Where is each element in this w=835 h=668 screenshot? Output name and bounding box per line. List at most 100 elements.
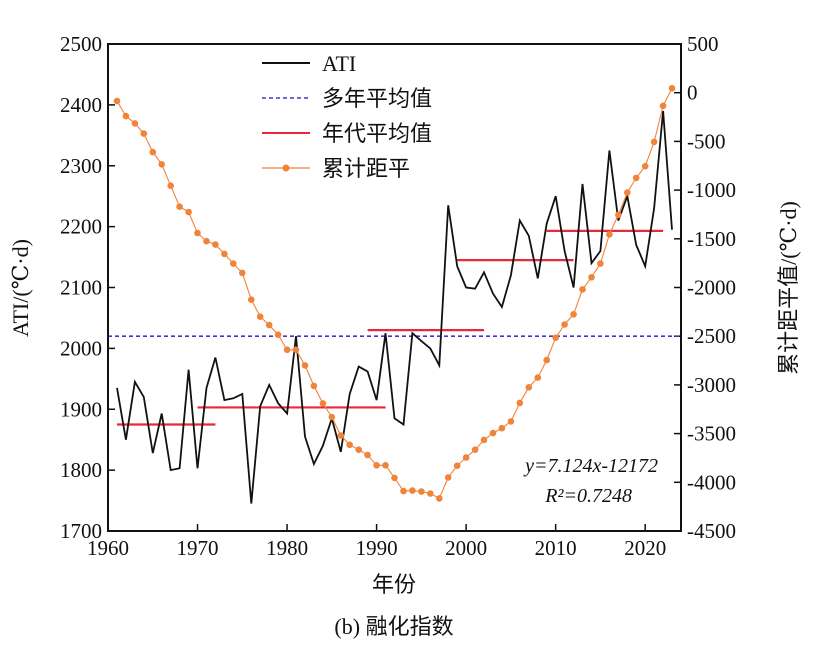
right-axis-ticks: -4500 -4000 -3500 -3000 -2500 -2000 -1500 -1000… xyxy=(674,32,736,543)
cumulative-anomaly-point xyxy=(158,161,165,168)
cumulative-anomaly-point xyxy=(131,120,139,127)
cumulative-anomaly-point xyxy=(310,382,318,390)
cumulative-anomaly-point xyxy=(176,203,183,210)
y-axis-label-right: 累计距平值/(℃·d) xyxy=(776,201,801,375)
cumulative-anomaly-point xyxy=(185,208,192,216)
cumulative-anomaly-point xyxy=(668,85,676,92)
cumulative-anomaly-point xyxy=(588,274,595,281)
left-tick-label: 1700 xyxy=(60,519,102,543)
right-tick-label: -500 xyxy=(687,129,726,153)
ati-line xyxy=(116,110,673,504)
cumulative-anomaly-point xyxy=(400,487,407,495)
right-tick-label: -1000 xyxy=(687,178,736,202)
cumulative-anomaly-point xyxy=(606,231,613,238)
cumulative-anomaly-point xyxy=(436,495,443,502)
cumulative-anomaly-point xyxy=(328,413,336,421)
cumulative-anomaly-point xyxy=(507,418,515,425)
cumulative-anomaly-point xyxy=(418,488,425,495)
right-tick-label: -4000 xyxy=(687,470,736,494)
plot-frame xyxy=(107,43,682,532)
cumulative-anomaly-point xyxy=(498,424,506,432)
cumulative-anomaly-point xyxy=(140,130,148,137)
cumulative-anomaly-point xyxy=(641,162,649,170)
cumulative-anomaly-point xyxy=(346,441,354,449)
cumulative-anomaly-point xyxy=(597,260,604,267)
cumulative-anomaly-point xyxy=(650,138,658,146)
cumulative-anomaly-point xyxy=(167,182,174,189)
cumulative-anomaly-point xyxy=(203,237,210,245)
left-tick-label: 2400 xyxy=(60,93,102,117)
cumulative-anomaly-point xyxy=(570,311,577,318)
x-axis-ticks: 1960 1970 1980 1990 2000 2010 2020 xyxy=(87,524,666,560)
cumulative-anomaly-point xyxy=(265,321,273,329)
cumulative-anomaly-point xyxy=(256,313,264,321)
left-axis-ticks: 1700 1800 1900 2000 2100 2200 2300 2400 2500 xyxy=(60,32,115,543)
cumulative-anomaly-point xyxy=(149,148,157,156)
cumulative-anomaly-point xyxy=(364,451,371,459)
right-tick-label: -2500 xyxy=(687,324,736,348)
legend-label-decadal-mean: 年代平均值 xyxy=(322,121,432,146)
right-tick-label: -1500 xyxy=(687,227,736,251)
left-tick-label: 2100 xyxy=(60,276,102,300)
cumulative-anomaly-point xyxy=(391,474,398,482)
cumulative-anomaly-point xyxy=(543,356,550,364)
regression-r-squared: R²=0.7248 xyxy=(544,485,632,507)
cumulative-anomaly-point xyxy=(283,346,291,354)
cumulative-anomaly-point xyxy=(373,462,380,469)
cumulative-anomaly-point xyxy=(274,331,282,339)
right-tick-label: 500 xyxy=(687,32,719,56)
cumulative-anomaly-point xyxy=(579,286,586,293)
left-tick-label: 2000 xyxy=(60,336,102,360)
y-axis-label-left: ATI/(℃·d) xyxy=(8,239,33,337)
x-tick-label: 1980 xyxy=(266,536,308,560)
cumulative-anomaly-point xyxy=(624,189,631,196)
left-tick-label: 2200 xyxy=(60,215,102,239)
cumulative-anomaly-point xyxy=(659,102,667,110)
figure-caption: (b) 融化指数 xyxy=(334,614,453,639)
cumulative-anomaly-point xyxy=(319,400,327,407)
x-tick-label: 2010 xyxy=(535,536,577,560)
cumulative-anomaly-point xyxy=(113,97,121,105)
cumulative-anomaly-point xyxy=(534,374,542,381)
cumulative-anomaly-point xyxy=(355,446,363,454)
x-tick-label: 1970 xyxy=(177,536,219,560)
cumulative-anomaly-point xyxy=(122,112,130,120)
left-tick-label: 2500 xyxy=(60,32,102,56)
right-tick-label: -2000 xyxy=(687,276,736,300)
right-tick-label: -3000 xyxy=(687,373,736,397)
reference-lines xyxy=(108,229,681,426)
cumulative-anomaly-point xyxy=(239,269,246,277)
left-tick-label: 1900 xyxy=(60,397,102,421)
x-tick-label: 2020 xyxy=(624,536,666,560)
regression-equation: y=7.124x-12172 xyxy=(523,455,658,477)
cumulative-anomaly-point xyxy=(615,211,622,219)
cumulative-anomaly-point xyxy=(516,399,524,407)
cumulative-anomaly-point xyxy=(301,362,309,369)
cumulative-anomaly-point xyxy=(525,384,533,391)
x-tick-label: 1960 xyxy=(87,536,129,560)
cumulative-anomaly-point xyxy=(337,432,345,439)
cumulative-anomaly-point xyxy=(382,462,389,469)
right-tick-label: -4500 xyxy=(687,519,736,543)
legend-label-ati: ATI xyxy=(322,51,356,76)
cumulative-anomaly-point xyxy=(409,487,416,494)
left-tick-label: 2300 xyxy=(60,154,102,178)
cumulative-anomaly-point xyxy=(444,474,452,481)
cumulative-anomaly-point xyxy=(632,174,640,182)
cumulative-anomaly-point xyxy=(194,229,201,237)
cumulative-anomaly-point xyxy=(462,454,470,461)
cumulative-anomaly-point xyxy=(561,321,568,328)
data-series xyxy=(113,85,676,504)
right-tick-label: 0 xyxy=(687,81,698,105)
cumulative-anomaly-point xyxy=(248,296,255,304)
cumulative-anomaly-point xyxy=(453,462,461,470)
x-tick-label: 2000 xyxy=(445,536,487,560)
cumulative-anomaly-point xyxy=(489,429,497,437)
cumulative-anomaly-point xyxy=(471,446,479,454)
legend: ATI 多年平均值 年代平均值 累计距平 xyxy=(262,51,432,181)
x-tick-label: 1990 xyxy=(356,536,398,560)
legend-label-cumulative-anomaly: 累计距平 xyxy=(322,156,410,181)
x-axis-label: 年份 xyxy=(372,572,416,597)
